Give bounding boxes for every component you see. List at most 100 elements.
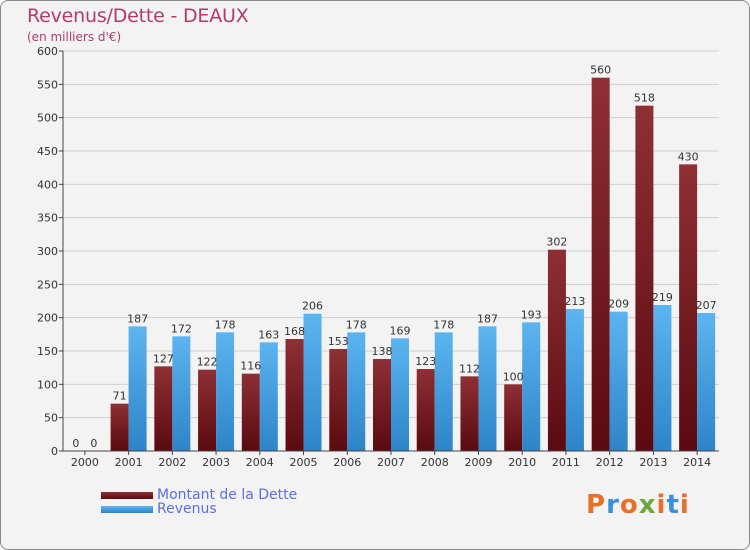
x-tick-label: 2002: [158, 456, 186, 469]
bar-debt: [416, 369, 435, 451]
x-tick-label: 2010: [508, 456, 536, 469]
bar-debt: [679, 164, 698, 452]
logo-letter: i: [679, 490, 690, 520]
y-tick-label: 200: [37, 312, 58, 325]
x-tick-label: 2013: [639, 456, 667, 469]
data-label-revenue: 0: [90, 437, 97, 450]
bar-revenue: [434, 332, 453, 451]
bar-revenue: [128, 326, 147, 451]
x-tick-label: 2008: [421, 456, 449, 469]
y-tick-label: 400: [37, 178, 58, 191]
y-tick-label: 100: [37, 378, 58, 391]
logo-letter: i: [656, 490, 667, 520]
legend-label-debt: Montant de la Dette: [157, 487, 298, 503]
bar-revenue: [653, 305, 672, 451]
bar-debt: [635, 105, 654, 452]
bar-revenue: [565, 309, 584, 451]
x-tick-label: 2009: [464, 456, 492, 469]
bar-debt: [329, 349, 348, 451]
data-label-debt: 430: [678, 150, 699, 163]
x-tick-label: 2011: [552, 456, 580, 469]
data-label-revenue: 193: [521, 308, 542, 321]
legend-swatch-revenue: [101, 505, 153, 513]
y-tick-label: 550: [37, 78, 58, 91]
data-label-revenue: 178: [346, 318, 367, 331]
y-tick-label: 50: [44, 412, 58, 425]
labels-layer: 0 0 71 187 127 172 122 178 116 163 168 206 153 178 138…: [72, 64, 716, 450]
data-label-debt: 0: [72, 437, 79, 450]
bar-revenue: [303, 313, 322, 451]
legend-item-debt: Montant de la Dette: [101, 487, 298, 503]
data-label-debt: 100: [503, 370, 524, 383]
logo-letter: x: [638, 490, 657, 520]
x-tick-label: 2006: [333, 456, 361, 469]
y-tick-label: 150: [37, 345, 58, 358]
data-label-revenue: 169: [390, 324, 411, 337]
bar-debt: [241, 373, 260, 451]
bar-revenue: [522, 322, 541, 451]
bar-debt: [460, 376, 479, 451]
x-tick-label: 2014: [683, 456, 711, 469]
x-tick-label: 2003: [202, 456, 230, 469]
bar-revenue: [391, 338, 409, 451]
bar-revenue: [347, 332, 366, 451]
y-tick-label: 600: [37, 45, 58, 58]
data-label-revenue: 187: [127, 312, 148, 325]
bar-debt: [373, 359, 391, 451]
y-tick-label: 350: [37, 212, 58, 225]
x-tick-label: 2005: [290, 456, 318, 469]
data-label-debt: 127: [153, 352, 174, 365]
data-label-revenue: 219: [652, 291, 673, 304]
y-tick-label: 250: [37, 278, 58, 291]
legend-item-revenue: Revenus: [101, 501, 217, 517]
x-tick-label: 2012: [596, 456, 624, 469]
data-label-revenue: 187: [477, 312, 498, 325]
bar-debt: [591, 77, 610, 452]
legend-swatch-debt: [101, 491, 153, 499]
data-label-debt: 518: [634, 92, 655, 105]
x-tick-label: 2004: [246, 456, 274, 469]
data-label-debt: 302: [546, 236, 567, 249]
bar-debt: [110, 403, 129, 451]
y-tick-label: 0: [51, 445, 58, 458]
y-tick-label: 300: [37, 245, 58, 258]
x-tick-label: 2000: [71, 456, 99, 469]
data-label-debt: 153: [328, 335, 349, 348]
data-label-debt: 112: [459, 362, 480, 375]
bar-debt: [154, 366, 173, 451]
bar-revenue: [259, 342, 278, 451]
data-label-debt: 116: [240, 360, 261, 373]
data-label-revenue: 206: [302, 300, 323, 313]
data-label-debt: 560: [590, 64, 611, 77]
bar-revenue: [216, 332, 235, 451]
bar-debt: [198, 369, 217, 451]
chart-title: Revenus/Dette - DEAUX: [27, 5, 249, 27]
x-tick-label: 2007: [377, 456, 405, 469]
data-label-revenue: 163: [258, 328, 279, 341]
logo-letter: o: [619, 490, 639, 520]
legend-label-revenue: Revenus: [157, 501, 217, 517]
data-label-debt: 122: [197, 356, 218, 369]
y-tick-label: 500: [37, 112, 58, 125]
data-label-debt: 168: [284, 325, 305, 338]
bar-revenue: [697, 313, 716, 451]
bar-revenue: [478, 326, 497, 451]
proxiti-logo: Proxiti: [586, 490, 690, 520]
logo-letter: P: [586, 490, 607, 520]
logo-letter: t: [666, 490, 680, 520]
bar-debt: [285, 339, 304, 451]
data-label-revenue: 178: [215, 318, 236, 331]
data-label-revenue: 213: [564, 295, 585, 308]
data-label-debt: 138: [372, 345, 393, 358]
data-label-debt: 71: [113, 390, 127, 403]
bar-debt: [504, 384, 523, 451]
x-tick-label: 2001: [115, 456, 143, 469]
bars-layer: [110, 77, 716, 452]
data-label-revenue: 172: [171, 322, 192, 335]
data-label-revenue: 178: [433, 318, 454, 331]
bar-revenue: [609, 311, 628, 451]
y-tick-label: 450: [37, 145, 58, 158]
data-label-debt: 123: [415, 355, 436, 368]
data-label-revenue: 209: [608, 298, 629, 311]
